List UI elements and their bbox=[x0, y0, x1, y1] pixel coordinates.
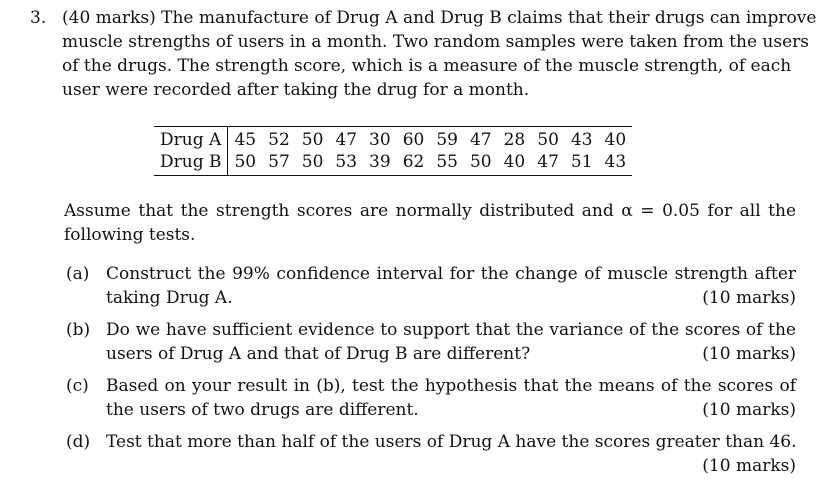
table-cell: 50 bbox=[234, 152, 257, 172]
table-cell: 40 bbox=[503, 152, 526, 172]
part-b-body: Do we have sufficient evidence to suppor… bbox=[106, 318, 796, 366]
table-cell: 62 bbox=[402, 152, 425, 172]
table-cell: 50 bbox=[301, 152, 324, 172]
intro-line-1-text: (40 marks) The manufacture of Drug A and… bbox=[62, 8, 817, 28]
intro-line-2: muscle strengths of users in a month. Tw… bbox=[62, 32, 809, 52]
part-a-label: (a) bbox=[66, 264, 90, 284]
assumption-line-2: following tests. bbox=[64, 225, 196, 245]
table-cell: 55 bbox=[436, 152, 458, 172]
part-c-body: Based on your result in (b), test the hy… bbox=[106, 374, 796, 422]
table-cell: 47 bbox=[537, 152, 559, 172]
question-number: 3. bbox=[30, 8, 47, 28]
assumption-text: Assume that the strength scores are norm… bbox=[64, 199, 796, 247]
part-d-marks: (10 marks) bbox=[702, 456, 796, 476]
table-cell: 43 bbox=[570, 130, 593, 150]
table-cell: 52 bbox=[268, 130, 290, 150]
part-c: (c) Based on your result in (b), test th… bbox=[64, 374, 796, 422]
table-cell: 51 bbox=[570, 152, 593, 172]
table-cell: 45 bbox=[234, 130, 257, 150]
table-cell: 50 bbox=[537, 130, 559, 150]
table-cell: 47 bbox=[469, 130, 492, 150]
part-a-line-1: Construct the 99% confidence interval fo… bbox=[106, 264, 796, 284]
part-a-marks: (10 marks) bbox=[702, 288, 796, 308]
table-cell: 50 bbox=[301, 130, 324, 150]
part-d-line-2-row: (10 marks) bbox=[106, 454, 796, 478]
intro-line-4: user were recorded after taking the drug… bbox=[62, 80, 530, 100]
assumption-line-1: Assume that the strength scores are norm… bbox=[64, 201, 796, 221]
part-b-line-2: users of Drug A and that of Drug B are d… bbox=[106, 344, 531, 364]
part-d-label: (d) bbox=[66, 432, 91, 452]
intro-line-1: 3. (40 marks) The manufacture of Drug A a… bbox=[30, 6, 816, 30]
part-c-line-2-row: the users of two drugs are different. (1… bbox=[106, 398, 796, 422]
table-row-label: Drug A bbox=[154, 126, 229, 151]
table-cell: 39 bbox=[369, 152, 391, 172]
table-cell: 43 bbox=[604, 152, 627, 172]
table-cell: 60 bbox=[402, 130, 425, 150]
part-c-marks: (10 marks) bbox=[702, 400, 796, 420]
part-a: (a) Construct the 99% confidence interva… bbox=[64, 262, 796, 310]
table-cell: 53 bbox=[335, 152, 358, 172]
table-cell: 30 bbox=[369, 130, 391, 150]
scores-table: Drug A 45 52 50 47 30 60 59 47 28 50 43 40 Drug B 50 57… bbox=[154, 126, 633, 176]
part-b-label: (b) bbox=[66, 320, 91, 340]
part-c-label: (c) bbox=[66, 376, 89, 396]
part-c-line-2: the users of two drugs are different. bbox=[106, 400, 419, 420]
table-cell: 57 bbox=[268, 152, 290, 172]
part-d: (d) Test that more than half of the user… bbox=[64, 430, 797, 478]
part-a-body: Construct the 99% confidence interval fo… bbox=[106, 262, 796, 310]
table-cell: 28 bbox=[503, 130, 526, 150]
table-cell: 59 bbox=[436, 130, 458, 150]
part-d-body: Test that more than half of the users of… bbox=[106, 430, 797, 478]
part-c-line-1: Based on your result in (b), test the hy… bbox=[106, 376, 796, 396]
part-a-line-2: taking Drug A. bbox=[106, 288, 233, 308]
question-intro: 3. (40 marks) The manufacture of Drug A a… bbox=[30, 6, 816, 102]
table-cell: 40 bbox=[604, 130, 627, 150]
table-row: Drug A 45 52 50 47 30 60 59 47 28 50 43 40 bbox=[154, 126, 632, 151]
intro-line-3: of the drugs. The strength score, which … bbox=[62, 56, 792, 76]
part-d-line-1: Test that more than half of the users of… bbox=[106, 432, 797, 452]
question-parts: (a) Construct the 99% confidence interva… bbox=[64, 262, 797, 486]
table-row-label: Drug B bbox=[154, 151, 229, 176]
table-cell: 47 bbox=[335, 130, 358, 150]
part-b-marks: (10 marks) bbox=[702, 344, 796, 364]
table-cell: 50 bbox=[469, 152, 492, 172]
part-b-line-2-row: users of Drug A and that of Drug B are d… bbox=[106, 342, 796, 366]
part-a-line-2-row: taking Drug A. (10 marks) bbox=[106, 286, 796, 310]
table-row: Drug B 50 57 50 53 39 62 55 50 40 47 51 43 bbox=[154, 151, 632, 176]
part-b-line-1: Do we have sufficient evidence to suppor… bbox=[106, 320, 796, 340]
part-b: (b) Do we have sufficient evidence to su… bbox=[64, 318, 796, 366]
scores-table-body: Drug A 45 52 50 47 30 60 59 47 28 50 43 40 Drug B 50 57… bbox=[154, 126, 632, 176]
